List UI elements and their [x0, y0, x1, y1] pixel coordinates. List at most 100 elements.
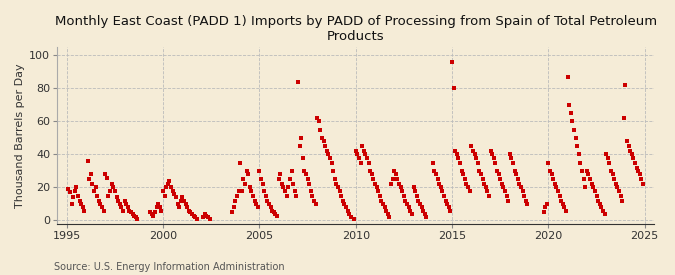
Point	[256, 177, 267, 182]
Point	[198, 215, 209, 219]
Point	[108, 185, 119, 190]
Point	[615, 194, 626, 198]
Point	[65, 190, 76, 195]
Point	[318, 139, 329, 143]
Point	[261, 194, 271, 198]
Point	[625, 149, 636, 153]
Point	[485, 149, 496, 153]
Point	[63, 187, 74, 191]
Point	[371, 185, 382, 190]
Point	[564, 103, 574, 107]
Point	[410, 189, 421, 193]
Point	[238, 177, 249, 182]
Point	[580, 185, 591, 190]
Point	[448, 86, 459, 90]
Point	[636, 177, 647, 182]
Point	[495, 177, 506, 182]
Point	[370, 182, 381, 186]
Point	[376, 199, 387, 203]
Point	[159, 194, 170, 198]
Point	[105, 189, 115, 193]
Point	[363, 160, 374, 165]
Point	[491, 169, 502, 173]
Point	[167, 189, 178, 193]
Point	[264, 202, 275, 206]
Point	[474, 169, 485, 173]
Point	[354, 155, 364, 160]
Point	[93, 199, 104, 203]
Point	[259, 189, 269, 193]
Point	[538, 210, 549, 214]
Point	[489, 155, 500, 160]
Point	[291, 194, 302, 198]
Point	[279, 189, 290, 193]
Point	[73, 194, 84, 198]
Point	[561, 208, 572, 213]
Point	[243, 172, 254, 177]
Point	[202, 215, 213, 219]
Point	[522, 202, 533, 206]
Point	[241, 169, 252, 173]
Point	[570, 136, 581, 140]
Point	[180, 202, 191, 206]
Point	[383, 212, 394, 216]
Point	[350, 149, 361, 153]
Point	[456, 169, 467, 173]
Point	[427, 160, 438, 165]
Point	[392, 177, 403, 182]
Point	[596, 205, 607, 210]
Point	[352, 152, 362, 156]
Point	[292, 79, 303, 84]
Point	[605, 169, 616, 173]
Point	[78, 205, 88, 210]
Point	[546, 172, 557, 177]
Point	[156, 208, 167, 213]
Point	[553, 189, 564, 193]
Point	[271, 213, 282, 218]
Point	[567, 119, 578, 123]
Point	[633, 169, 644, 173]
Point	[86, 172, 97, 177]
Point	[375, 194, 385, 198]
Point	[516, 185, 526, 190]
Point	[477, 177, 488, 182]
Point	[638, 182, 649, 186]
Point	[192, 217, 202, 221]
Point	[184, 208, 194, 213]
Point	[148, 213, 159, 218]
Point	[297, 155, 308, 160]
Point	[588, 185, 599, 190]
Point	[244, 185, 255, 190]
Point	[281, 194, 292, 198]
Point	[101, 175, 112, 180]
Point	[127, 212, 138, 216]
Point	[373, 189, 383, 193]
Point	[402, 202, 412, 206]
Point	[360, 152, 371, 156]
Point	[74, 199, 85, 203]
Point	[161, 185, 171, 190]
Point	[254, 169, 265, 173]
Point	[439, 194, 450, 198]
Point	[368, 177, 379, 182]
Point	[68, 195, 78, 200]
Point	[396, 185, 406, 190]
Point	[514, 182, 525, 186]
Point	[95, 202, 106, 206]
Point	[66, 202, 77, 206]
Point	[76, 202, 86, 206]
Point	[356, 144, 367, 148]
Point	[364, 169, 375, 173]
Point	[182, 205, 192, 210]
Point	[554, 194, 565, 198]
Point	[117, 208, 128, 213]
Point	[201, 213, 212, 218]
Point	[265, 205, 276, 210]
Y-axis label: Thousand Barrels per Day: Thousand Barrels per Day	[15, 63, 25, 208]
Point	[87, 182, 98, 186]
Point	[482, 189, 493, 193]
Point	[121, 202, 132, 206]
Point	[286, 169, 297, 173]
Point	[132, 217, 143, 221]
Point	[468, 149, 479, 153]
